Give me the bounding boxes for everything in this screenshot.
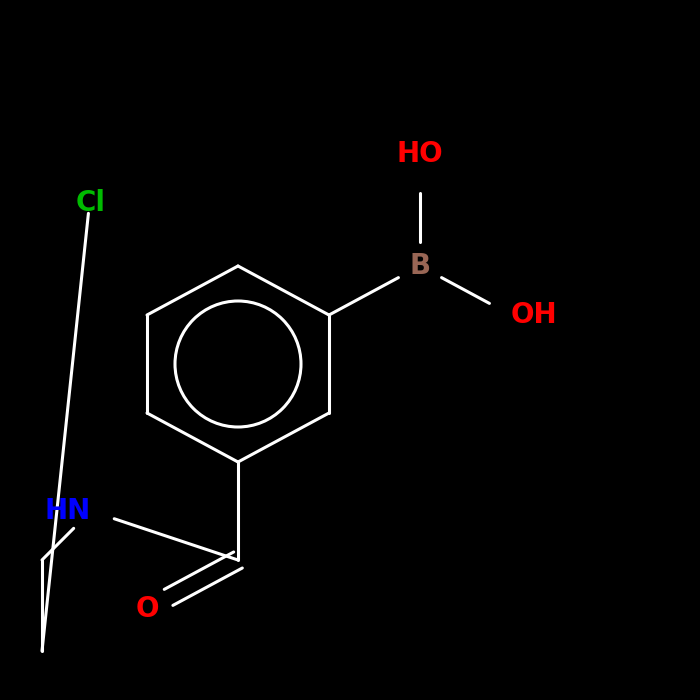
Text: Cl: Cl (76, 189, 106, 217)
Text: HN: HN (45, 497, 91, 525)
Text: OH: OH (511, 301, 558, 329)
Text: B: B (410, 252, 430, 280)
Text: HO: HO (397, 140, 443, 168)
Text: O: O (135, 595, 159, 623)
